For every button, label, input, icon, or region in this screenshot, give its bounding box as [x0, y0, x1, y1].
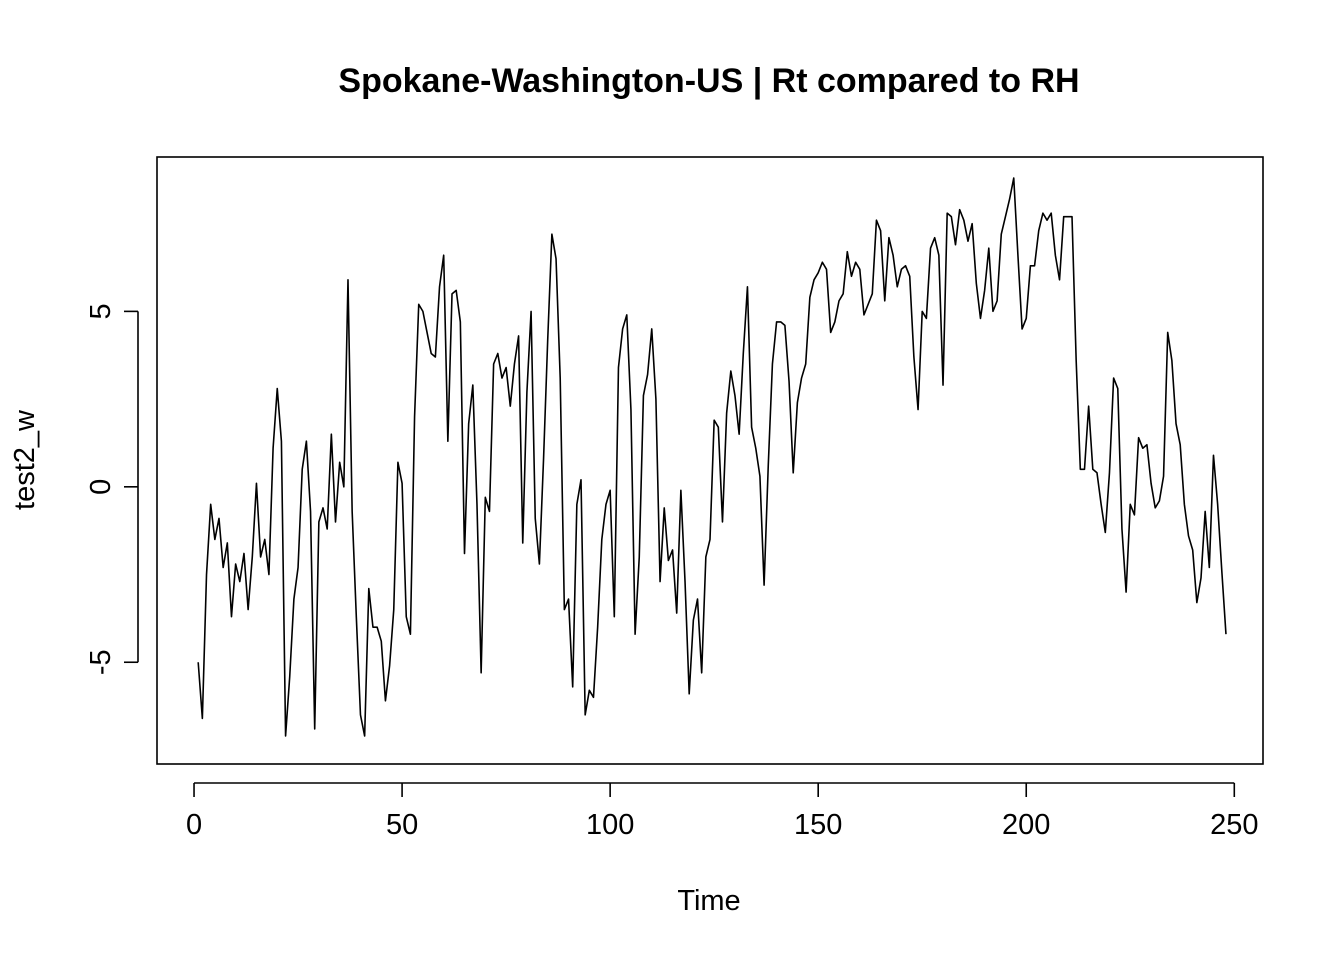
x-tick-label: 0 — [186, 809, 202, 841]
x-axis: 0 50 100 150 200 250 — [186, 782, 1258, 841]
y-tick-label: 0 — [85, 479, 117, 495]
x-axis-title: Time — [677, 885, 740, 917]
x-tick-label: 200 — [1002, 809, 1050, 841]
chart-title: Spokane-Washington-US | Rt compared to R… — [338, 62, 1079, 100]
series-line — [197, 177, 1227, 737]
y-axis-title: test2_w — [9, 409, 41, 510]
y-tick-label: -5 — [85, 649, 117, 675]
y-axis: -5 0 5 — [85, 303, 139, 675]
y-tick-label: 5 — [85, 303, 117, 319]
x-tick-label: 100 — [586, 809, 634, 841]
x-tick-label: 150 — [794, 809, 842, 841]
plot-frame — [156, 156, 1264, 765]
x-tick-label: 250 — [1210, 809, 1258, 841]
x-tick-label: 50 — [386, 809, 418, 841]
